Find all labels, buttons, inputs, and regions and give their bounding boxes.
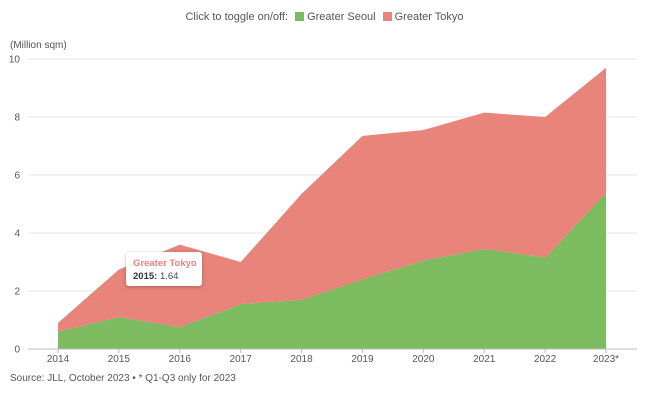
tooltip-series: Greater Tokyo bbox=[133, 258, 197, 269]
x-tick-label: 2017 bbox=[230, 354, 253, 365]
tooltip: Greater Tokyo 2015: 1.64 bbox=[126, 252, 202, 286]
y-tick-label: 4 bbox=[14, 229, 20, 240]
x-tick-label: 2018 bbox=[290, 354, 313, 365]
x-tick-label: 2021 bbox=[473, 354, 496, 365]
tooltip-line: 2015: 1.64 bbox=[133, 271, 178, 282]
y-tick-label: 2 bbox=[14, 287, 20, 298]
legend-label-greater-seoul: Greater Seoul bbox=[307, 11, 376, 23]
tooltip-year: 2015: bbox=[133, 271, 158, 282]
source-note: Source: JLL, October 2023 • * Q1-Q3 only… bbox=[10, 373, 236, 384]
tooltip-value: 1.64 bbox=[159, 271, 179, 282]
y-axis-unit-label: (Million sqm) bbox=[10, 40, 67, 51]
legend-label-greater-tokyo: Greater Tokyo bbox=[394, 11, 464, 23]
x-tick-label: 2015 bbox=[108, 354, 131, 365]
y-tick-label: 6 bbox=[14, 171, 20, 182]
y-tick-label: 0 bbox=[14, 345, 20, 356]
legend: Click to toggle on/off: Greater Seoul Gr… bbox=[0, 11, 649, 23]
legend-item-greater-seoul[interactable]: Greater Seoul bbox=[295, 11, 376, 23]
x-tick-label: 2020 bbox=[412, 354, 435, 365]
legend-item-greater-tokyo[interactable]: Greater Tokyo bbox=[382, 11, 464, 23]
x-tick-label: 2022 bbox=[534, 354, 557, 365]
area-greater-seoul bbox=[58, 192, 606, 349]
x-tick-label: 2019 bbox=[351, 354, 374, 365]
x-tick-label: 2014 bbox=[47, 354, 70, 365]
x-tick-label: 2023* bbox=[593, 354, 619, 365]
legend-swatch-greater-seoul bbox=[295, 12, 305, 21]
legend-prompt: Click to toggle on/off: bbox=[185, 11, 289, 23]
legend-swatch-greater-tokyo bbox=[382, 12, 392, 21]
y-tick-label: 8 bbox=[14, 113, 20, 124]
y-tick-label: 10 bbox=[9, 55, 21, 66]
x-tick-label: 2016 bbox=[169, 354, 192, 365]
